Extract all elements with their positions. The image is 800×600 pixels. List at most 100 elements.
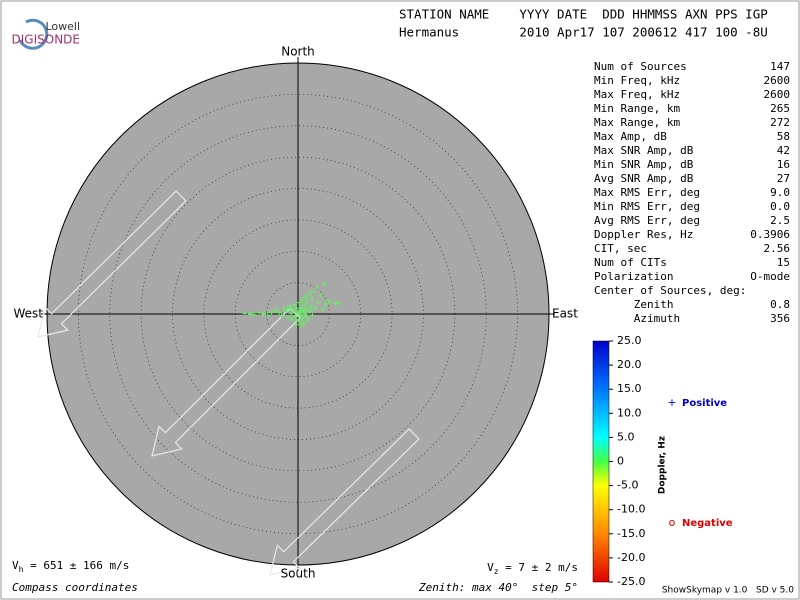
source-point [292, 314, 298, 320]
stat-value: 9.0 [770, 186, 790, 199]
source-point [297, 308, 303, 314]
source-point [315, 300, 321, 306]
source-point [299, 323, 305, 329]
legend-label: Negative [682, 518, 733, 529]
source-point [288, 310, 294, 316]
direction-label: South [281, 567, 316, 581]
legend-symbol: + [667, 396, 676, 409]
source-point [302, 311, 308, 317]
source-point [279, 313, 285, 319]
stat-value: 356 [770, 312, 790, 325]
source-point [314, 285, 320, 291]
stat-label: CIT, sec [594, 242, 647, 255]
stat-label: Num of Sources [594, 60, 687, 73]
source-point [333, 300, 339, 306]
source-point [309, 295, 315, 301]
stat-value: 0.3906 [750, 228, 790, 241]
source-point [323, 301, 329, 307]
stat-label: Max Amp, dB [594, 130, 667, 143]
colorbar [592, 340, 610, 583]
stat-value: O-mode [750, 270, 790, 283]
header-line: STATION NAME YYYY DATE DDD HHMMSS AXN PP… [399, 7, 768, 22]
stat-label: Center of Sources, deg: [594, 284, 746, 297]
stat-value: 2.56 [764, 242, 791, 255]
stat-value: 265 [770, 102, 790, 115]
source-point [294, 305, 300, 311]
source-point [326, 298, 332, 304]
direction-label: West [13, 307, 43, 321]
colorbar-tick-label: 10.0 [617, 406, 642, 419]
source-point [311, 288, 317, 294]
zenith-note: Zenith: max 40° step 5° [418, 581, 578, 594]
stat-label: Min SNR Amp, dB [594, 158, 694, 171]
vh-label: Vh = 651 ± 166 m/s [12, 559, 129, 574]
logo-bottom: DIGISONDE [12, 33, 80, 47]
source-point [298, 305, 304, 311]
header-line: Hermanus 2010 Apr17 107 200612 417 100 -… [399, 25, 768, 40]
source-point [301, 320, 307, 326]
stat-label: Azimuth [594, 312, 680, 325]
stat-value: 27 [777, 172, 790, 185]
direction-label: North [281, 45, 315, 59]
source-point [276, 310, 282, 316]
colorbar-tick-label: -20.0 [617, 551, 645, 564]
colorbar-tick-label: -10.0 [617, 503, 645, 516]
logo-top: Lowell [45, 20, 80, 33]
colorbar-tick-label: 0 [617, 455, 624, 468]
source-point [251, 312, 257, 318]
coords-note: Compass coordinates [12, 581, 138, 594]
colorbar-tick-label: -5.0 [617, 479, 638, 492]
version: ShowSkymap v 1.0 SD v 5.0 [662, 586, 794, 596]
colorbar-tick-label: 20.0 [617, 358, 642, 371]
stat-value: 0.0 [770, 200, 790, 213]
colorbar-label: Doppler, Hz [658, 436, 668, 494]
stat-label: Polarization [594, 270, 673, 283]
colorbar-tick-label: 15.0 [617, 382, 642, 395]
colorbar-tick-label: 5.0 [617, 430, 635, 443]
stat-value: 2600 [764, 74, 791, 87]
source-point [321, 281, 327, 287]
stat-value: 272 [770, 116, 790, 129]
velocity-arrow [269, 428, 420, 576]
stat-label: Max RMS Err, deg [594, 186, 700, 199]
source-point [296, 300, 302, 306]
stat-label: Num of CITs [594, 256, 667, 269]
source-point [318, 293, 324, 299]
source-point [296, 311, 302, 317]
source-point [292, 302, 298, 308]
source-point [285, 315, 291, 321]
source-point [286, 305, 292, 311]
source-point [242, 310, 248, 316]
source-point [307, 308, 313, 314]
source-point [301, 302, 307, 308]
stat-label: Doppler Res, Hz [594, 228, 693, 241]
stat-label: Min Range, km [594, 102, 680, 115]
source-point [299, 315, 305, 321]
colorbar-tick-label: -15.0 [617, 527, 645, 540]
stat-value: 16 [777, 158, 790, 171]
source-point [301, 307, 307, 313]
source-point [303, 294, 309, 300]
colorbar-tick-label: 25.0 [617, 334, 642, 347]
legend-symbol: o [669, 516, 676, 529]
stat-label: Min RMS Err, deg [594, 200, 700, 213]
velocity-arrow [37, 190, 187, 338]
vz-label: Vz = 7 ± 2 m/s [487, 561, 578, 576]
source-point [305, 317, 311, 323]
stat-value: 0.8 [770, 298, 790, 311]
direction-label: East [552, 307, 578, 321]
source-point [304, 299, 310, 305]
source-point [289, 317, 295, 323]
source-point [336, 300, 342, 306]
stat-value: 147 [770, 60, 790, 73]
stat-value: 2.5 [770, 214, 790, 227]
stat-value: 2600 [764, 88, 791, 101]
source-point [309, 312, 315, 318]
stat-label: Zenith [594, 298, 673, 311]
source-point [291, 307, 297, 313]
source-point [306, 291, 312, 297]
source-point [281, 305, 287, 311]
source-point [273, 307, 279, 313]
legend-label: Positive [682, 398, 727, 409]
